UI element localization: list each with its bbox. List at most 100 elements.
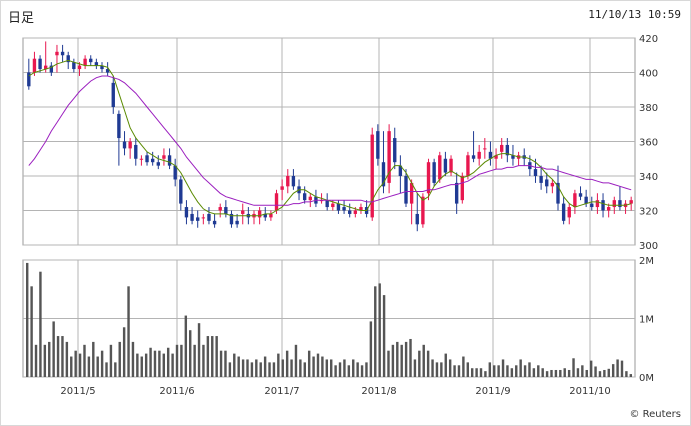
candle-body bbox=[60, 51, 65, 56]
volume-bar bbox=[510, 368, 514, 377]
volume-bar bbox=[360, 365, 364, 377]
volume-bar bbox=[321, 356, 324, 377]
price-tick-label: 420 bbox=[639, 34, 658, 45]
volume-bar bbox=[545, 371, 549, 377]
reuters-credit: © Reuters bbox=[629, 409, 681, 420]
candle-body bbox=[66, 55, 70, 63]
volume-bar bbox=[620, 360, 624, 377]
volume-bar bbox=[572, 358, 575, 377]
candle-body bbox=[595, 200, 600, 208]
x-tick-label: 2011/6 bbox=[159, 386, 194, 397]
volume-bar bbox=[180, 344, 183, 377]
volume-bar bbox=[576, 368, 580, 377]
price-tick-label: 360 bbox=[639, 138, 658, 149]
candle-body bbox=[533, 169, 538, 176]
volume-bar bbox=[87, 356, 91, 377]
volume-bar bbox=[400, 344, 403, 377]
candle-body bbox=[353, 210, 358, 214]
candle-body bbox=[156, 162, 160, 166]
volume-bar bbox=[444, 353, 447, 377]
candle-body bbox=[443, 158, 448, 173]
candle-body bbox=[72, 62, 76, 70]
candle-body bbox=[511, 155, 515, 159]
volume-bar bbox=[515, 365, 518, 377]
volume-bar bbox=[83, 344, 86, 377]
candle-body bbox=[207, 213, 211, 221]
volume-bar bbox=[352, 359, 355, 377]
volume-bar bbox=[43, 344, 47, 377]
volume-bar bbox=[396, 341, 399, 377]
volume-bar bbox=[65, 341, 69, 377]
candle-body bbox=[302, 193, 307, 201]
candle-body bbox=[55, 51, 59, 56]
volume-tick-label: 0M bbox=[639, 373, 654, 384]
volume-bar bbox=[435, 362, 439, 377]
short-moving-average-line bbox=[28, 59, 632, 217]
volume-bar bbox=[109, 344, 113, 377]
volume-bar bbox=[589, 360, 593, 377]
volume-bar bbox=[166, 347, 170, 377]
volume-bar bbox=[440, 362, 443, 377]
candle-body bbox=[105, 69, 110, 73]
volume-bar bbox=[550, 369, 553, 377]
volume-bar bbox=[559, 369, 562, 377]
volume-bar bbox=[563, 368, 566, 377]
volume-bar bbox=[391, 344, 395, 377]
volume-bar bbox=[369, 321, 373, 377]
candle-body bbox=[179, 179, 183, 204]
volume-bar bbox=[312, 356, 315, 377]
volume-bar bbox=[206, 336, 210, 377]
volume-bar bbox=[488, 362, 492, 377]
candle-body bbox=[162, 155, 166, 159]
volume-bar bbox=[453, 365, 456, 377]
volume-bar bbox=[48, 341, 51, 377]
candle-body bbox=[438, 155, 442, 180]
candle-body bbox=[150, 158, 155, 163]
candle-body bbox=[426, 162, 431, 194]
volume-bar bbox=[224, 350, 227, 377]
candle-body bbox=[578, 193, 583, 197]
x-tick-label: 2011/10 bbox=[569, 386, 611, 397]
candle-body bbox=[128, 141, 132, 149]
candle-body bbox=[590, 203, 594, 208]
candle-body bbox=[173, 165, 177, 180]
candle-body bbox=[89, 58, 93, 63]
volume-bar bbox=[528, 362, 531, 377]
volume-bar bbox=[175, 344, 179, 377]
candle-body bbox=[421, 196, 425, 225]
candle-body bbox=[432, 162, 436, 183]
candle-body bbox=[505, 144, 510, 156]
candle-body bbox=[257, 210, 262, 218]
candle-body bbox=[477, 151, 481, 159]
candle-body bbox=[545, 179, 549, 187]
volume-bar bbox=[338, 362, 342, 377]
volume-bar bbox=[127, 286, 130, 377]
volume-bar bbox=[484, 371, 487, 377]
volume-bar bbox=[581, 365, 584, 377]
volume-bar bbox=[233, 353, 236, 377]
volume-bar bbox=[140, 356, 143, 377]
volume-bar bbox=[470, 368, 474, 377]
volume-bar bbox=[285, 350, 289, 377]
candle-body bbox=[167, 155, 172, 166]
candle-body bbox=[224, 207, 228, 214]
candle-body bbox=[483, 148, 487, 150]
volume-bar bbox=[431, 359, 434, 377]
volume-bar bbox=[387, 350, 390, 377]
volume-bar bbox=[585, 369, 588, 377]
volume-bar bbox=[189, 330, 192, 377]
volume-bar bbox=[541, 368, 544, 377]
candle-body bbox=[77, 65, 82, 70]
candle-body bbox=[94, 62, 99, 66]
volume-bar bbox=[26, 262, 29, 377]
volume-bar bbox=[144, 353, 148, 377]
volume-bar bbox=[171, 353, 174, 377]
volume-bar bbox=[506, 365, 509, 377]
candle-body bbox=[500, 144, 504, 152]
candle-body bbox=[286, 176, 290, 187]
candle-body bbox=[629, 200, 633, 204]
candle-body bbox=[404, 176, 408, 204]
candle-body bbox=[269, 213, 273, 218]
volume-bar bbox=[343, 359, 346, 377]
volume-tick-label: 2M bbox=[639, 256, 654, 267]
